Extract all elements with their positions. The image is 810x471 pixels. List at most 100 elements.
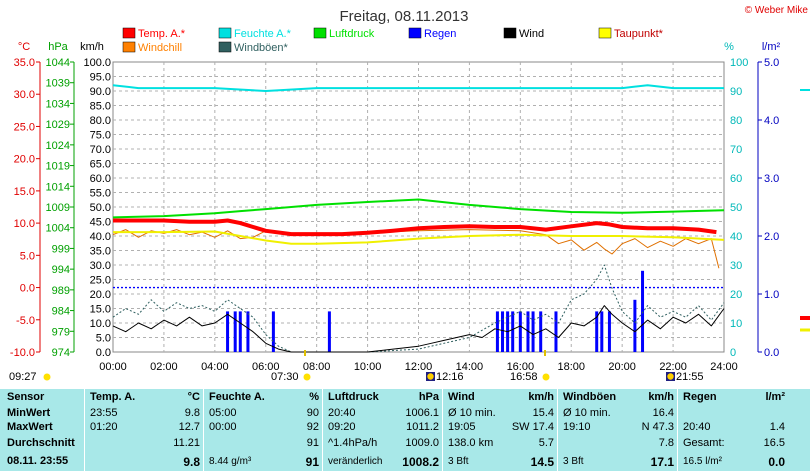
rain-tick-label: 2.0 xyxy=(764,231,779,243)
legend-label: Windchill xyxy=(138,42,182,54)
wind-tick-label: 60.0 xyxy=(90,173,111,185)
humidity-tick-label: 100 xyxy=(730,57,748,69)
copyright-label: © Weber Mike xyxy=(745,5,809,16)
rain-tick-label: 5.0 xyxy=(764,57,779,69)
x-tick-label: 02:00 xyxy=(150,361,178,373)
humidity-axis-label: % xyxy=(724,41,734,53)
stats-column-title: Temp. A. xyxy=(90,391,136,403)
stats-cell-label: Ø 10 min. xyxy=(448,407,496,419)
temp-tick-label: 0.0 xyxy=(20,283,35,295)
stats-column-title: Regen xyxy=(683,391,717,403)
legend-label: Regen xyxy=(424,28,456,40)
stats-cell-value: 16.4 xyxy=(652,407,674,419)
stats-cell-value: 14.5 xyxy=(530,455,554,469)
series-line-wind xyxy=(112,305,725,353)
stats-cell-value: 7.8 xyxy=(658,437,674,449)
legend-swatch xyxy=(122,27,136,39)
moon-disc-icon xyxy=(667,373,674,380)
stats-cell-value: 92 xyxy=(306,421,319,433)
wind-tick-label: 35.0 xyxy=(90,246,111,258)
rain-bar xyxy=(641,270,645,352)
rain-bar xyxy=(518,311,522,352)
stats-cell-label: 20:40 xyxy=(683,421,711,433)
wind-tick-label: 50.0 xyxy=(90,202,111,214)
stats-cell-value: 1008.2 xyxy=(402,455,439,469)
pressure-tick-label: 1044 xyxy=(46,57,70,69)
x-tick-label: 14:00 xyxy=(456,361,484,373)
stats-cell-label: 8.44 g/m³ xyxy=(209,456,252,467)
axes: 100.095.090.085.080.075.070.065.060.055.… xyxy=(10,41,810,373)
stats-cell-value: 91 xyxy=(305,455,319,469)
sun-icon xyxy=(303,373,311,381)
rain-bar xyxy=(511,311,515,352)
legend-swatch xyxy=(218,27,232,39)
stats-cell-label: Ø 10 min. xyxy=(563,407,611,419)
humidity-tick-label: 90 xyxy=(730,86,742,98)
pressure-tick-label: 1024 xyxy=(46,140,70,152)
wind-tick-label: 5.0 xyxy=(96,333,111,345)
stats-cell-label: 05:00 xyxy=(209,407,237,419)
rain-bar xyxy=(327,311,331,352)
wind-tick-label: 70.0 xyxy=(90,144,111,156)
time-marker-label: 12:16 xyxy=(436,371,464,383)
temp-tick-label: 10.0 xyxy=(14,218,35,230)
legend-swatch xyxy=(503,27,517,39)
rain-bar xyxy=(238,311,242,352)
legend: Temp. A.* Feuchte A.* Luftdruck Regen Wind Ta… xyxy=(122,27,664,54)
pressure-tick-label: 979 xyxy=(52,326,70,338)
stats-column-unit: km/h xyxy=(648,391,674,403)
pressure-tick-label: 1039 xyxy=(46,78,70,90)
stats-row-label: Durchschnitt xyxy=(7,437,75,449)
rain-bar xyxy=(600,311,604,352)
pressure-tick-label: 1004 xyxy=(46,223,70,235)
legend-label: Windböen* xyxy=(234,42,289,54)
wind-tick-label: 20.0 xyxy=(90,289,111,301)
wind-tick-label: 85.0 xyxy=(90,101,111,113)
x-tick-label: 00:00 xyxy=(99,361,127,373)
humidity-tick-label: 50 xyxy=(730,202,742,214)
rain-tick-label: 0.0 xyxy=(764,347,779,359)
rain-bar xyxy=(595,311,599,352)
stats-row-label: 08.11. 23:55 xyxy=(7,455,69,467)
stats-column xyxy=(203,389,322,471)
wind-tick-label: 10.0 xyxy=(90,318,111,330)
stats-cell-label: 00:00 xyxy=(209,421,237,433)
time-marker-label: 09:27 xyxy=(9,371,37,383)
wind-tick-label: 25.0 xyxy=(90,275,111,287)
stats-column-title: Luftdruck xyxy=(328,391,379,403)
stats-cell-label: 20:40 xyxy=(328,407,356,419)
stats-column xyxy=(84,389,203,471)
temp-tick-label: -10.0 xyxy=(10,347,35,359)
stats-cell-value: 9.8 xyxy=(183,455,200,469)
stats-cell-label: ^1.4hPa/h xyxy=(328,437,378,449)
temp-tick-label: 25.0 xyxy=(14,121,35,133)
x-tick-label: 12:00 xyxy=(405,361,433,373)
stats-cell-label: 09:20 xyxy=(328,421,356,433)
time-marker-label: 07:30 xyxy=(271,371,299,383)
stats-cell-label: 19:05 xyxy=(448,421,476,433)
wind-tick-label: 30.0 xyxy=(90,260,111,272)
time-markers: 09:27 07:30 12:16 16:58 21:55 xyxy=(9,350,704,383)
stats-cell-value: 12.7 xyxy=(178,421,200,433)
moon-disc-icon xyxy=(427,373,434,380)
humidity-tick-label: 80 xyxy=(730,115,742,127)
humidity-tick-label: 10 xyxy=(730,318,742,330)
humidity-tick-label: 0 xyxy=(730,347,736,359)
time-marker-label: 16:58 xyxy=(510,371,538,383)
wind-tick-label: 65.0 xyxy=(90,159,111,171)
pressure-tick-label: 1029 xyxy=(46,119,70,131)
legend-swatch xyxy=(408,27,422,39)
legend-label: Taupunkt* xyxy=(614,28,664,40)
legend-label: Luftdruck xyxy=(329,28,375,40)
pressure-tick-label: 1014 xyxy=(46,181,70,193)
temp-axis-label: °C xyxy=(18,41,30,53)
pressure-tick-label: 1019 xyxy=(46,161,70,173)
rain-tick-label: 4.0 xyxy=(764,115,779,127)
series-line-temp-a xyxy=(113,218,717,237)
time-marker-label: 21:55 xyxy=(676,371,704,383)
stats-table: Sensor MinWert MaxWert Durchschnitt 08.11. 2… xyxy=(0,389,810,471)
stats-column xyxy=(557,389,677,471)
stats-row-label: MinWert xyxy=(7,407,51,419)
plot-area xyxy=(112,84,725,353)
temp-tick-label: 5.0 xyxy=(20,250,35,262)
